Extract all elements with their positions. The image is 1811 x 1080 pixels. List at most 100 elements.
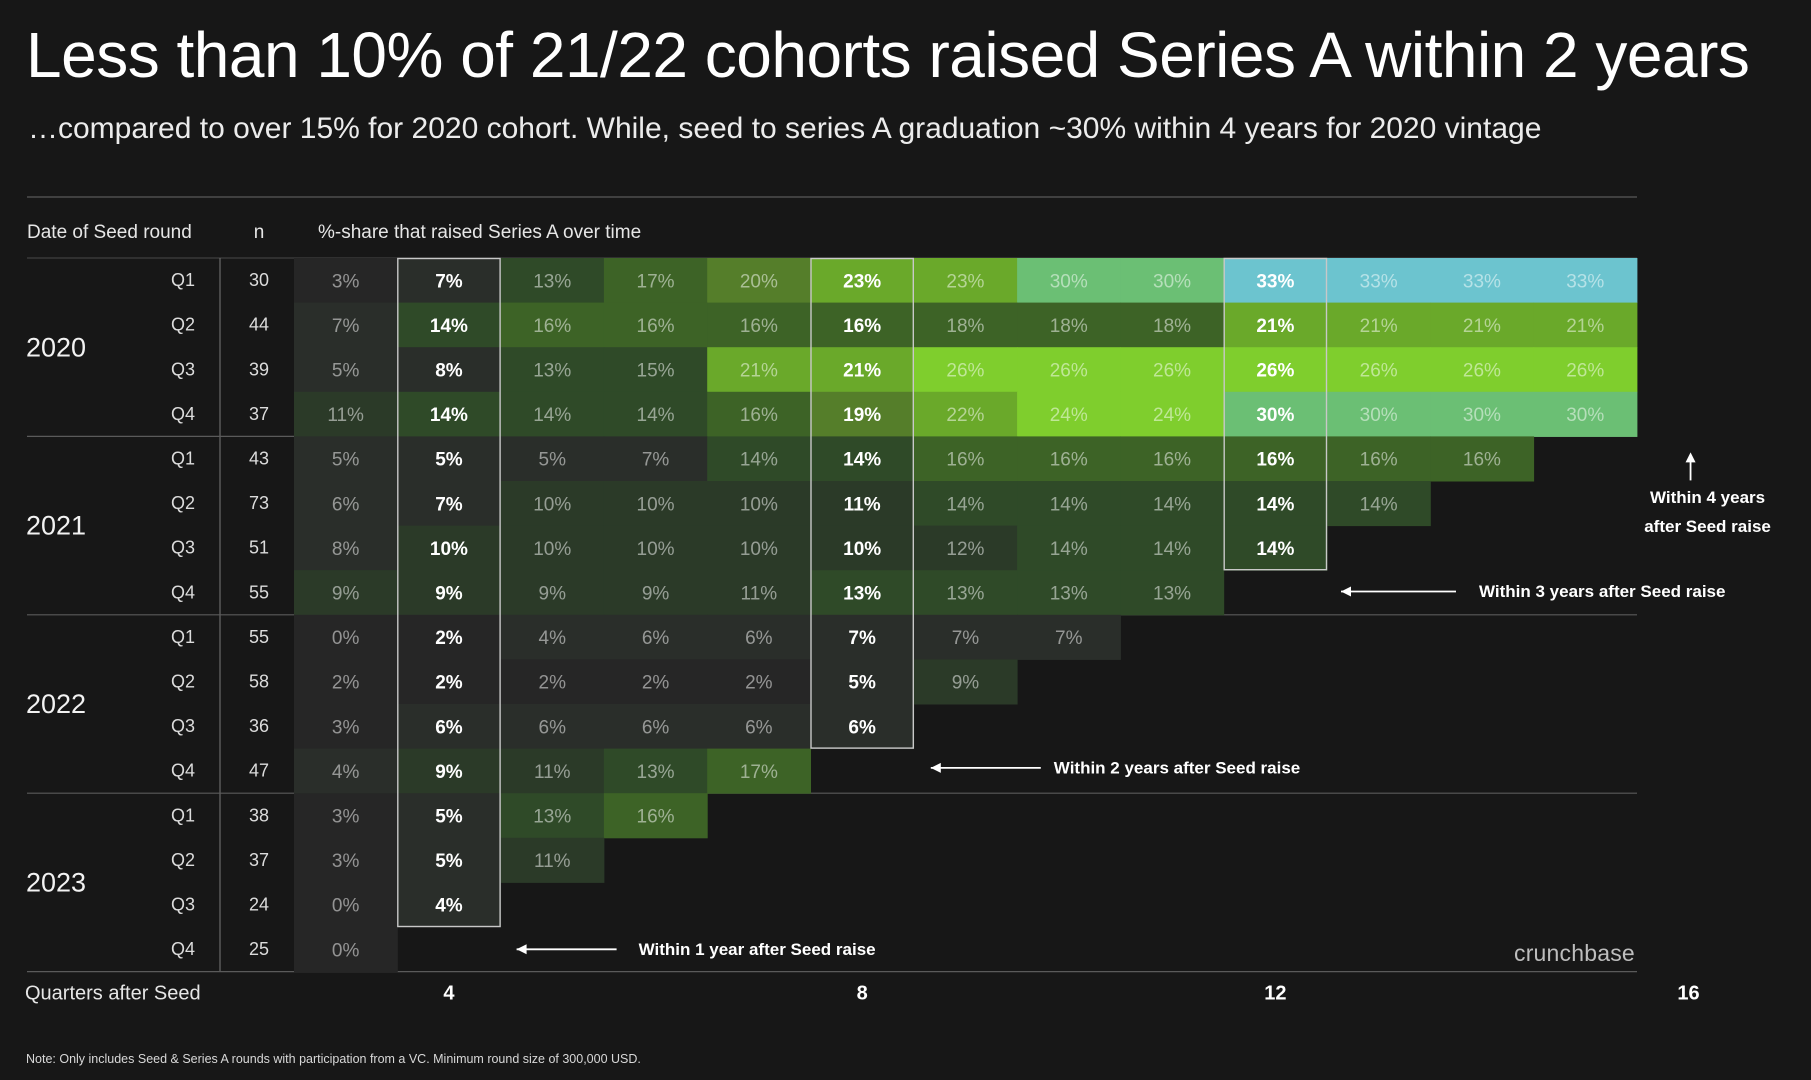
heatmap-value-label: 6% (642, 717, 670, 738)
heatmap-value-label: 30% (1360, 405, 1398, 426)
heatmap-value-label: 4% (539, 628, 567, 649)
heatmap-value-label: 4% (435, 896, 463, 917)
heatmap-cell (707, 614, 811, 660)
annotation-arrowhead (930, 762, 941, 773)
heatmap-value-label: 14% (1050, 494, 1088, 515)
heatmap-cell (500, 525, 605, 571)
heatmap-cell (397, 704, 502, 750)
heatmap-value-label: 21% (1256, 316, 1294, 337)
row-labels: Date of Seed round n %-share that raised S… (25, 222, 1700, 1004)
heatmap-value-label: 14% (843, 450, 881, 471)
cohort-year-label: 2023 (26, 868, 86, 898)
cohort-n-label: 73 (249, 493, 269, 513)
heatmap-cell (294, 302, 398, 348)
heatmap-value-label: 33% (1463, 271, 1501, 292)
heatmap-cell (1017, 347, 1121, 393)
heatmap-value-label: 6% (332, 494, 360, 515)
heatmap-value-label: 8% (332, 539, 360, 560)
heatmap-cell (397, 570, 502, 616)
cohort-quarter-label: Q2 (171, 671, 195, 691)
heatmap-cell (603, 525, 708, 571)
cohort-n-label: 37 (249, 404, 269, 424)
cohort-n-label: 58 (249, 671, 269, 691)
cohort-n-label: 37 (249, 850, 269, 870)
heatmap-value-label: 10% (533, 494, 571, 515)
heatmap-value-label: 7% (435, 494, 463, 515)
heatmap-cell (603, 258, 708, 304)
chart-title: %-share that raised Series A over time (318, 222, 641, 243)
heatmap-value-label: 16% (1256, 450, 1294, 471)
page-title: Less than 10% of 21/22 cohorts raised Se… (26, 19, 1750, 91)
heatmap-cell (913, 659, 1018, 705)
heatmap-value-label: 18% (1050, 316, 1088, 337)
heatmap-value-label: 21% (740, 361, 778, 382)
heatmap-value-label: 7% (332, 316, 360, 337)
cohort-n-label: 25 (249, 939, 269, 959)
annotation-arrowhead (1685, 452, 1696, 463)
heatmap-cell (1533, 302, 1638, 348)
heatmap-cell (294, 927, 398, 973)
heatmap-value-label: 11% (534, 762, 571, 783)
header-n: n (254, 222, 265, 243)
heatmap-value-label: 30% (1256, 405, 1294, 426)
annotations: Within 1 year after Seed raise Within 2 y… (516, 452, 1771, 959)
heatmap-cell (810, 347, 915, 393)
heatmap-cell (294, 481, 398, 527)
heatmap-value-label: 10% (637, 494, 675, 515)
heatmap-cell (1120, 525, 1225, 571)
heatmap-cell (397, 748, 502, 794)
heatmap-cell (810, 659, 915, 705)
heatmap-cell (1327, 436, 1431, 482)
heatmap-cell (810, 525, 915, 571)
x-axis-label: Quarters after Seed (25, 982, 201, 1004)
heatmap-cells: 3% 7% 13% 17% 20% 23% 23% 30% 30% 33% 33% 33% 33% 7% 1… (294, 257, 1638, 973)
heatmap-cell (397, 837, 502, 883)
heatmap-value-label: 17% (740, 762, 778, 783)
heatmap-cell (707, 258, 811, 304)
heatmap-value-label: 9% (952, 673, 980, 694)
heatmap-cell (294, 614, 398, 660)
heatmap-value-label: 33% (1566, 271, 1604, 292)
highlight-column-outline (1223, 257, 1328, 571)
heatmap-value-label: 14% (740, 450, 778, 471)
heatmap-value-label: 21% (843, 361, 881, 382)
heatmap-value-label: 33% (1360, 271, 1398, 292)
heatmap-cell (1327, 258, 1431, 304)
heatmap-value-label: 13% (1153, 584, 1191, 605)
heatmap-value-label: 6% (848, 717, 876, 738)
heatmap-value-label: 26% (1360, 361, 1398, 382)
heatmap-value-label: 3% (332, 271, 360, 292)
highlight-column-outline (397, 257, 501, 928)
heatmap-value-label: 23% (946, 271, 984, 292)
heatmap-cell (1223, 436, 1328, 482)
heatmap-value-label: 16% (1153, 450, 1191, 471)
heatmap-value-label: 30% (1153, 271, 1191, 292)
heatmap-cell (603, 302, 708, 348)
heatmap-cell (1017, 614, 1121, 660)
heatmap-cell (1017, 302, 1121, 348)
heatmap-value-label: 26% (1566, 361, 1604, 382)
cohort-quarter-label: Q4 (171, 582, 195, 602)
heatmap-cell (810, 302, 915, 348)
heatmap-cell (603, 793, 708, 839)
heatmap-value-label: 19% (843, 405, 881, 426)
heatmap-cell (1223, 347, 1328, 393)
heatmap-cell (707, 302, 811, 348)
heatmap-value-label: 17% (637, 271, 675, 292)
heatmap-cell (913, 436, 1018, 482)
heatmap-value-label: 33% (1256, 271, 1294, 292)
heatmap-value-label: 2% (332, 673, 360, 694)
heatmap-value-label: 3% (332, 851, 360, 872)
heatmap-cell (707, 748, 811, 794)
heatmap-cell (500, 704, 605, 750)
heatmap-cell (397, 793, 502, 839)
heatmap-value-label: 13% (533, 361, 571, 382)
heatmap-value-label: 11% (741, 584, 778, 605)
heatmap-cell (810, 570, 915, 616)
heatmap-value-label: 5% (332, 450, 360, 471)
annotation-label: Within 2 years after Seed raise (1054, 758, 1300, 777)
heatmap-cell (1120, 481, 1225, 527)
heatmap-cell (294, 882, 398, 928)
heatmap-value-label: 13% (1050, 584, 1088, 605)
